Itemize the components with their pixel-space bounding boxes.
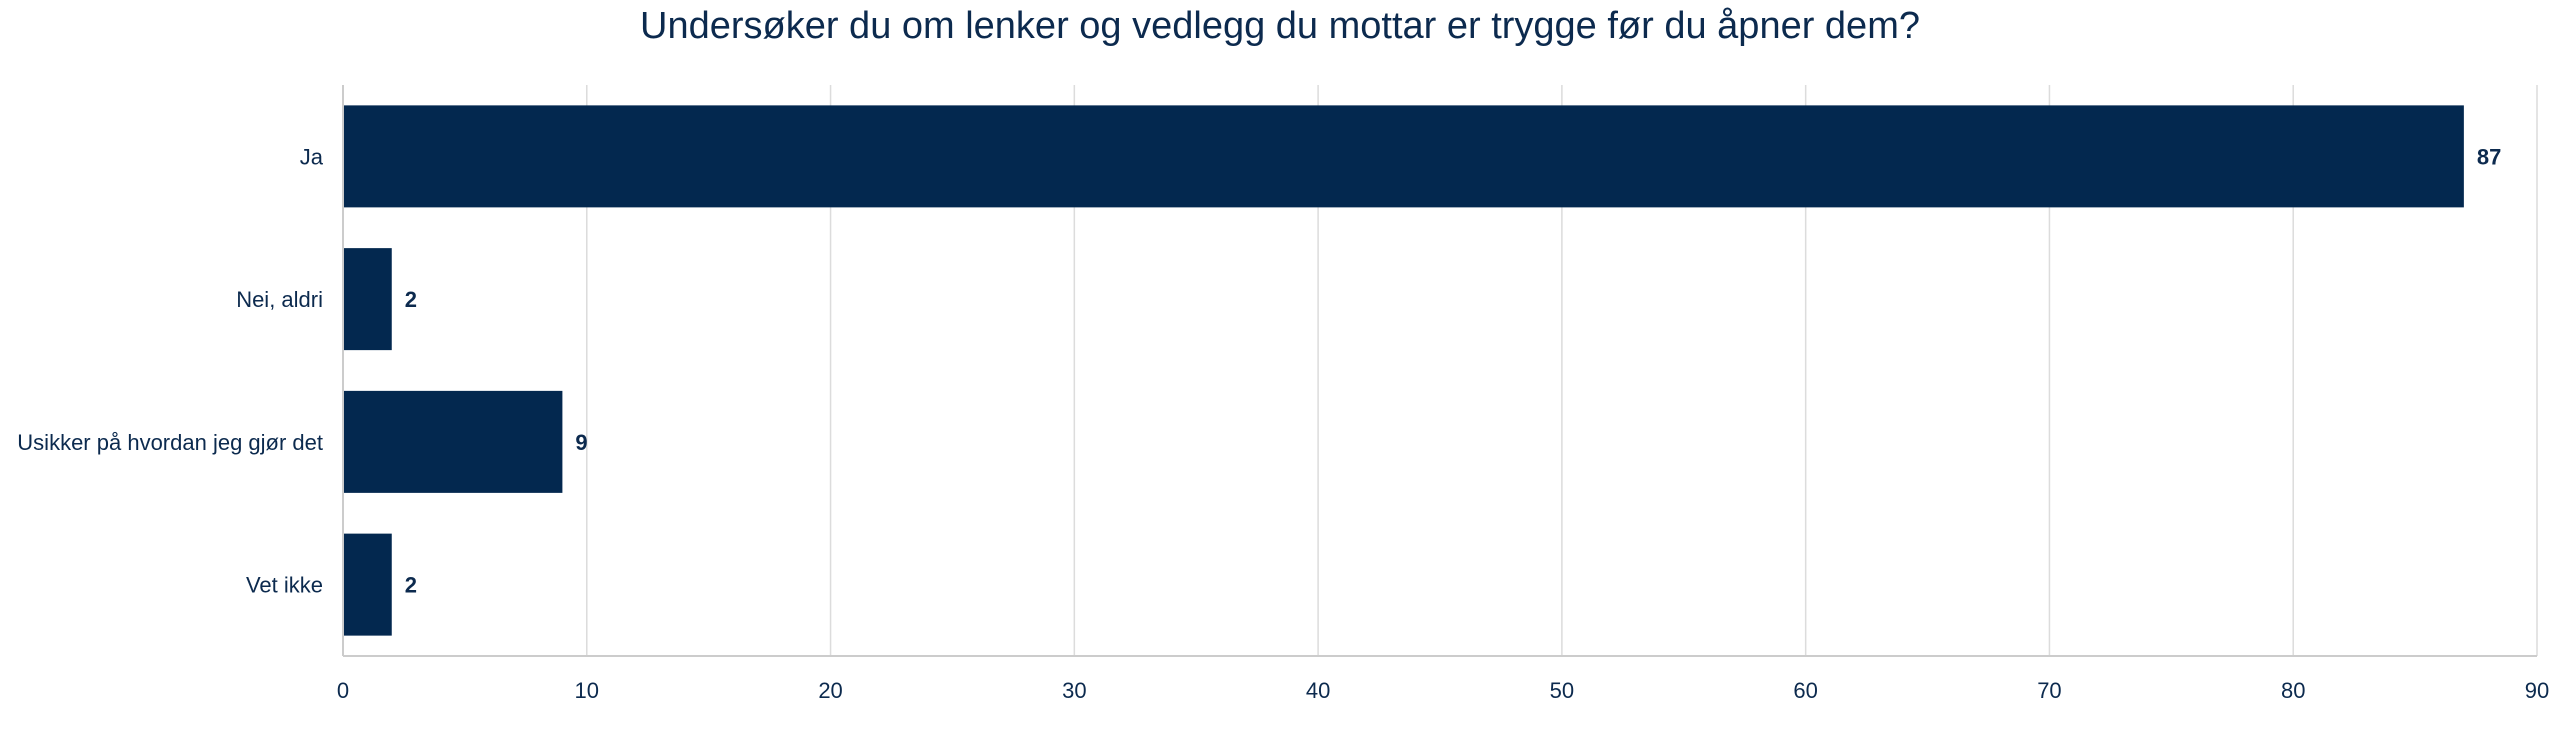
category-labels: Ja Nei, aldri Usikker på hvordan jeg gjør … bbox=[17, 144, 323, 597]
bar bbox=[343, 105, 2464, 208]
category-label: Nei, aldri bbox=[236, 287, 323, 312]
data-label: 87 bbox=[2477, 144, 2501, 169]
x-tick-label: 10 bbox=[575, 678, 599, 703]
x-tick-label: 40 bbox=[1306, 678, 1330, 703]
x-tick-label: 50 bbox=[1550, 678, 1574, 703]
data-label: 9 bbox=[575, 430, 587, 455]
x-axis-ticks: 0 10 20 30 40 50 60 70 80 90 bbox=[337, 678, 2549, 703]
chart-title: Undersøker du om lenker og vedlegg du mo… bbox=[640, 5, 1920, 47]
x-tick-label: 30 bbox=[1062, 678, 1086, 703]
x-tick-label: 80 bbox=[2281, 678, 2305, 703]
data-label: 2 bbox=[405, 287, 417, 312]
x-tick-label: 0 bbox=[337, 678, 349, 703]
category-label: Usikker på hvordan jeg gjør det bbox=[17, 430, 323, 455]
data-labels: 87 2 9 2 bbox=[405, 144, 2502, 597]
x-tick-label: 20 bbox=[818, 678, 842, 703]
bar bbox=[343, 390, 563, 493]
x-tick-label: 90 bbox=[2525, 678, 2549, 703]
x-tick-label: 60 bbox=[1793, 678, 1817, 703]
category-label: Vet ikke bbox=[246, 573, 323, 598]
category-label: Ja bbox=[300, 144, 324, 169]
bar bbox=[343, 248, 392, 351]
bar bbox=[343, 533, 392, 636]
data-label: 2 bbox=[405, 573, 417, 598]
x-tick-label: 70 bbox=[2037, 678, 2061, 703]
bars bbox=[343, 105, 2464, 636]
